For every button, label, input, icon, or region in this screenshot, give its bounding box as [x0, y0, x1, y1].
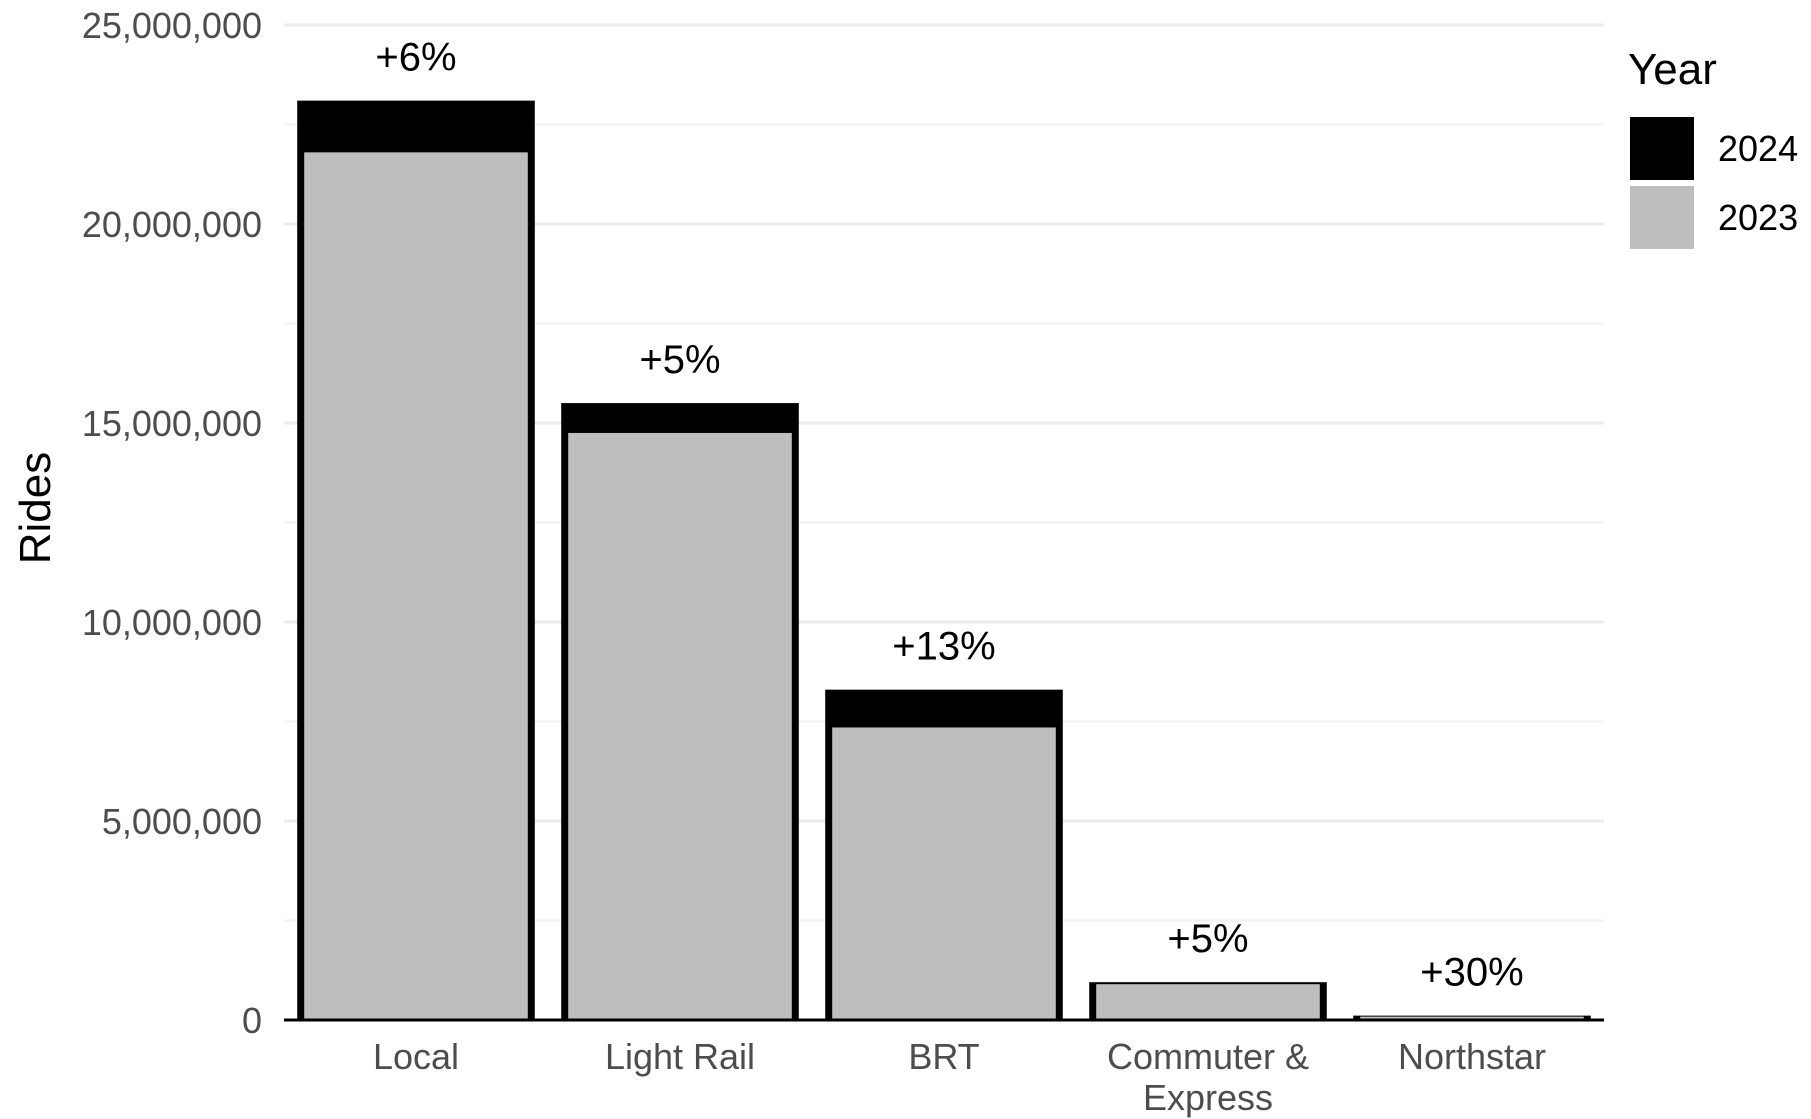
y-tick-label: 20,000,000 — [82, 204, 262, 245]
legend-key-2023 — [1630, 186, 1694, 249]
legend: Year 2024 2023 — [1628, 45, 1798, 249]
legend-label: 2024 — [1718, 128, 1798, 169]
percent-change-label: +5% — [1167, 917, 1248, 961]
y-axis-title: Rides — [11, 452, 60, 565]
percent-change-label: +13% — [892, 625, 995, 669]
x-tick-label: BRT — [908, 1036, 979, 1077]
legend-entries: 2024 2023 — [1630, 117, 1798, 249]
bars — [284, 100, 1604, 1022]
y-tick-label: 15,000,000 — [82, 403, 262, 444]
y-tick-label: 25,000,000 — [82, 5, 262, 46]
x-axis-ticks: Local Light Rail BRT Commuter & Express North… — [373, 1036, 1546, 1118]
x-tick-label: Northstar — [1398, 1036, 1546, 1077]
y-tick-label: 0 — [242, 1000, 262, 1041]
bar-2023-brt — [832, 727, 1056, 1020]
bar-2023-commuter-express — [1096, 984, 1320, 1020]
y-tick-label: 5,000,000 — [102, 801, 262, 842]
x-tick-label: Light Rail — [605, 1036, 755, 1077]
percent-change-label: +5% — [639, 338, 720, 382]
percent-change-label: +6% — [375, 36, 456, 80]
bar-2023-local — [304, 152, 528, 1021]
legend-label: 2023 — [1718, 197, 1798, 238]
x-tick-label: Commuter & Express — [1107, 1036, 1309, 1118]
percent-change-label: +30% — [1420, 951, 1523, 995]
bar-2023-light-rail — [568, 432, 792, 1020]
percent-change-labels: +6% +5% +13% +5% +30% — [375, 36, 1523, 995]
y-tick-label: 10,000,000 — [82, 602, 262, 643]
bar-2023-northstar — [1360, 1016, 1584, 1020]
y-axis-ticks: 0 5,000,000 10,000,000 15,000,000 20,000,000… — [82, 5, 262, 1041]
legend-title: Year — [1628, 45, 1717, 94]
legend-key-2024 — [1630, 117, 1694, 180]
x-tick-label: Local — [373, 1036, 459, 1077]
